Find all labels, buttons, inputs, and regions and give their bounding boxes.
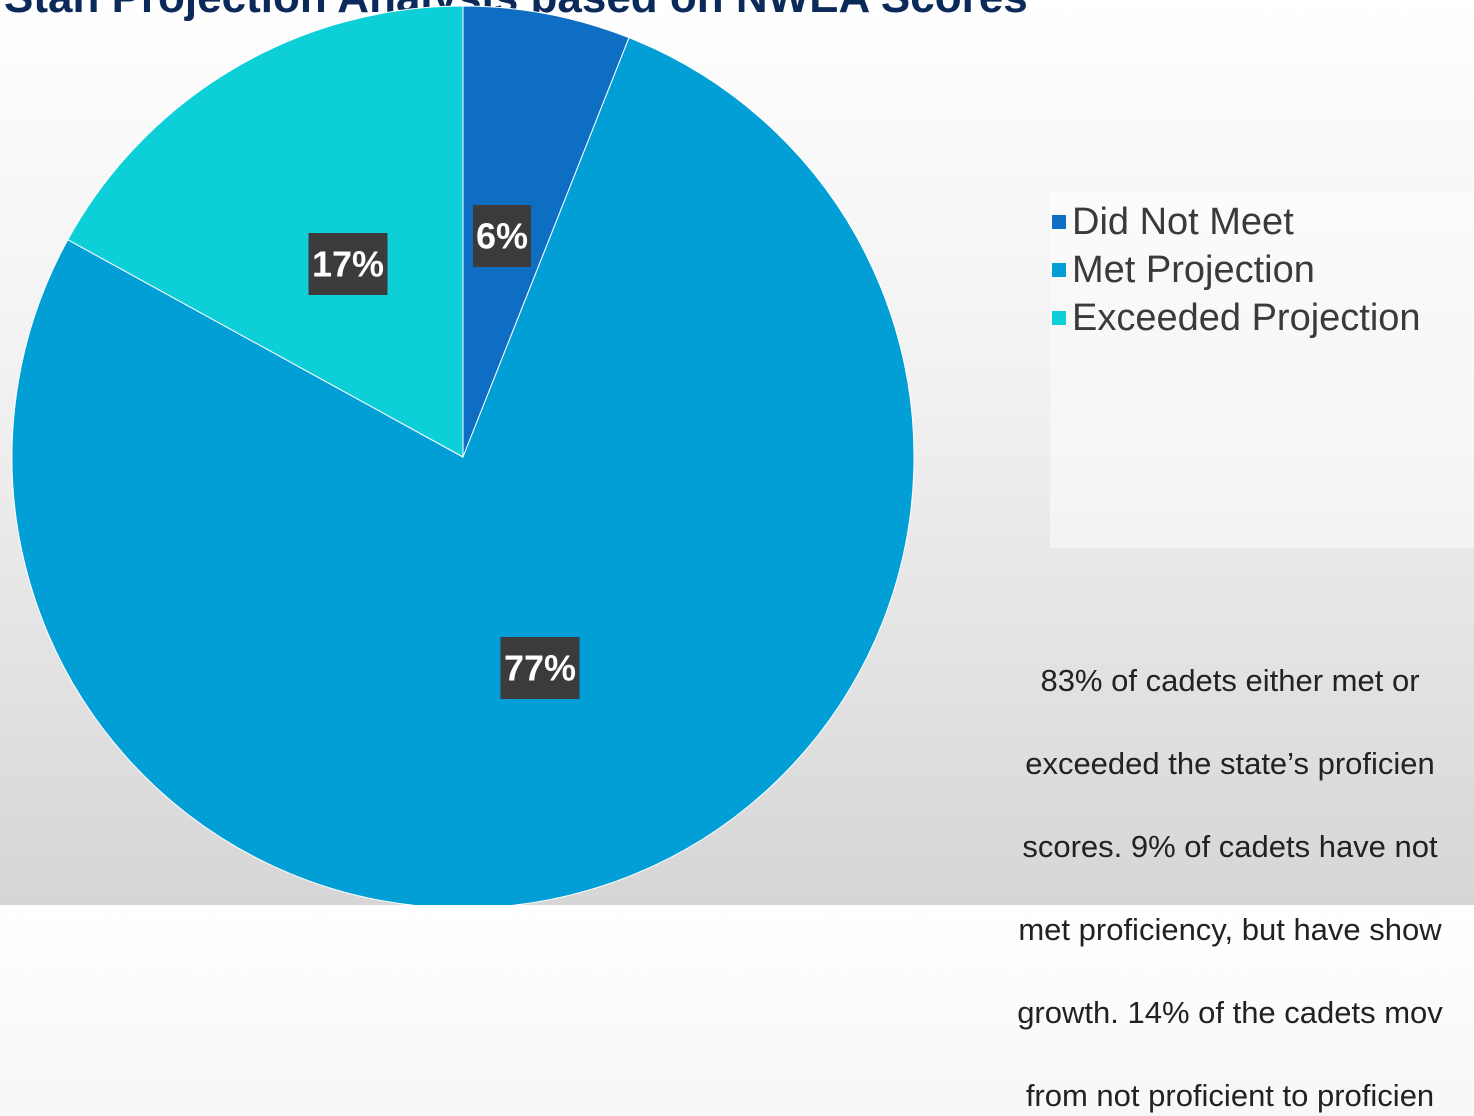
legend-swatch: [1052, 215, 1066, 229]
data-label: 77%: [500, 637, 580, 699]
legend-swatch: [1052, 311, 1066, 325]
summary-note: 83% of cadets either met or exceeded the…: [960, 618, 1474, 1116]
data-label-text: 6%: [476, 216, 528, 257]
legend-label: Did Not Meet: [1072, 201, 1294, 243]
legend-label: Met Projection: [1072, 249, 1315, 291]
legend-swatch: [1052, 263, 1066, 277]
legend-item-did-not-meet: Did Not Meet: [1052, 203, 1294, 241]
summary-note-line: growth. 14% of the cadets mov: [1017, 994, 1443, 1030]
pie-slice-exceeded-projection: [67, 5, 464, 458]
summary-note-line: exceeded the state’s proficien: [1025, 745, 1435, 781]
summary-note-line: met proficiency, but have show: [1018, 911, 1442, 947]
data-label-text: 17%: [312, 244, 384, 285]
data-label: 6%: [473, 205, 531, 267]
summary-note-line: 83% of cadets either met or: [1040, 662, 1420, 698]
legend: [1050, 192, 1474, 548]
data-label-box: [473, 205, 531, 267]
summary-note-line: scores. 9% of cadets have not: [1022, 828, 1438, 864]
data-label-box: [308, 233, 388, 295]
data-label-text: 77%: [504, 648, 576, 689]
pie-slice-did-not-meet: [462, 5, 630, 458]
data-label-box: [500, 637, 580, 699]
data-label: 17%: [308, 233, 388, 295]
legend-item-exceeded-projection: Exceeded Projection: [1052, 299, 1421, 337]
legend-label: Exceeded Projection: [1072, 297, 1421, 339]
summary-note-line: from not proficient to proficien: [1025, 1077, 1435, 1113]
legend-item-met-projection: Met Projection: [1052, 251, 1315, 289]
pie-slice-met-projection: [11, 37, 915, 905]
pie-chart: 6% 77% 17%: [11, 5, 915, 905]
